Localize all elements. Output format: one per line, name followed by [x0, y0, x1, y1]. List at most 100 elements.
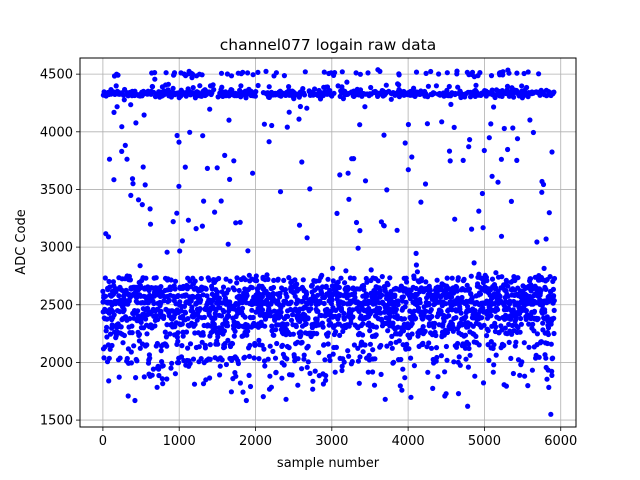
data-point: [304, 105, 310, 111]
data-point: [366, 352, 372, 358]
data-point: [480, 225, 486, 231]
data-point: [514, 70, 520, 76]
data-point: [476, 342, 482, 348]
data-point: [465, 403, 471, 409]
data-point: [341, 310, 347, 317]
data-point: [106, 156, 113, 162]
data-point: [190, 356, 197, 362]
data-point: [352, 294, 358, 301]
data-point: [252, 93, 258, 99]
data-point: [250, 72, 256, 78]
data-point: [121, 307, 127, 313]
data-point: [463, 356, 469, 362]
data-point: [267, 373, 273, 379]
data-point: [111, 177, 117, 183]
data-point: [238, 83, 244, 89]
y-tick-label: 1500: [40, 414, 73, 429]
data-point: [267, 313, 274, 319]
data-point: [551, 89, 557, 95]
data-point: [172, 286, 178, 292]
data-point: [128, 102, 134, 108]
data-point: [507, 298, 513, 304]
data-point: [426, 340, 432, 346]
data-point: [322, 357, 328, 363]
data-point: [399, 387, 405, 393]
data-point: [299, 339, 305, 345]
data-point: [113, 83, 119, 89]
data-point: [484, 278, 490, 284]
data-point: [301, 356, 307, 362]
data-point: [368, 84, 374, 91]
data-point: [169, 360, 175, 366]
data-point: [444, 357, 450, 363]
data-point: [132, 397, 138, 404]
data-point: [510, 94, 517, 100]
data-point: [425, 369, 431, 375]
data-point: [168, 277, 174, 283]
data-point: [300, 86, 306, 92]
data-point: [330, 278, 336, 284]
data-point: [269, 323, 275, 329]
data-point: [495, 179, 501, 185]
data-point: [522, 373, 528, 379]
data-point: [529, 367, 536, 373]
data-point: [214, 289, 221, 295]
data-point: [409, 154, 415, 160]
data-point: [525, 383, 531, 389]
data-point: [223, 276, 229, 282]
data-point: [164, 249, 170, 255]
data-point: [454, 288, 460, 294]
data-point: [477, 291, 484, 297]
data-point: [433, 332, 439, 339]
data-point: [441, 318, 447, 324]
data-point: [162, 329, 168, 335]
data-point: [538, 287, 544, 294]
data-point: [187, 341, 194, 347]
data-point: [170, 85, 176, 91]
data-point: [253, 89, 259, 95]
data-point: [339, 69, 345, 75]
data-point: [501, 125, 507, 132]
data-point: [370, 347, 376, 353]
data-point: [362, 104, 368, 110]
data-point: [320, 324, 326, 330]
data-point: [540, 320, 546, 326]
data-point: [321, 69, 327, 75]
data-point: [387, 275, 393, 281]
data-point: [488, 313, 494, 319]
data-point: [400, 294, 406, 300]
data-point: [457, 306, 463, 312]
data-point: [279, 375, 285, 381]
data-point: [438, 309, 444, 315]
data-point: [449, 294, 455, 300]
data-point: [300, 277, 306, 283]
data-point: [251, 355, 257, 361]
data-point: [499, 93, 505, 99]
data-point: [438, 353, 444, 359]
data-point: [156, 366, 162, 372]
data-point: [547, 274, 553, 280]
data-point: [469, 226, 475, 232]
data-point: [158, 348, 164, 354]
data-point: [171, 70, 178, 76]
data-point: [551, 307, 557, 313]
data-point: [385, 328, 391, 334]
data-point: [350, 314, 356, 320]
data-point: [316, 350, 322, 356]
data-point: [164, 322, 170, 328]
data-point: [212, 209, 218, 215]
data-point: [196, 344, 202, 350]
data-point: [326, 353, 332, 359]
data-point: [503, 383, 509, 389]
data-point: [144, 342, 150, 348]
data-point: [138, 285, 144, 291]
data-point: [508, 198, 514, 204]
data-point: [391, 359, 397, 365]
data-point: [356, 380, 362, 386]
data-point: [312, 86, 318, 92]
data-point: [279, 342, 286, 348]
data-point: [244, 332, 250, 338]
data-point: [263, 68, 269, 74]
data-point: [130, 181, 136, 187]
data-point: [386, 317, 392, 324]
